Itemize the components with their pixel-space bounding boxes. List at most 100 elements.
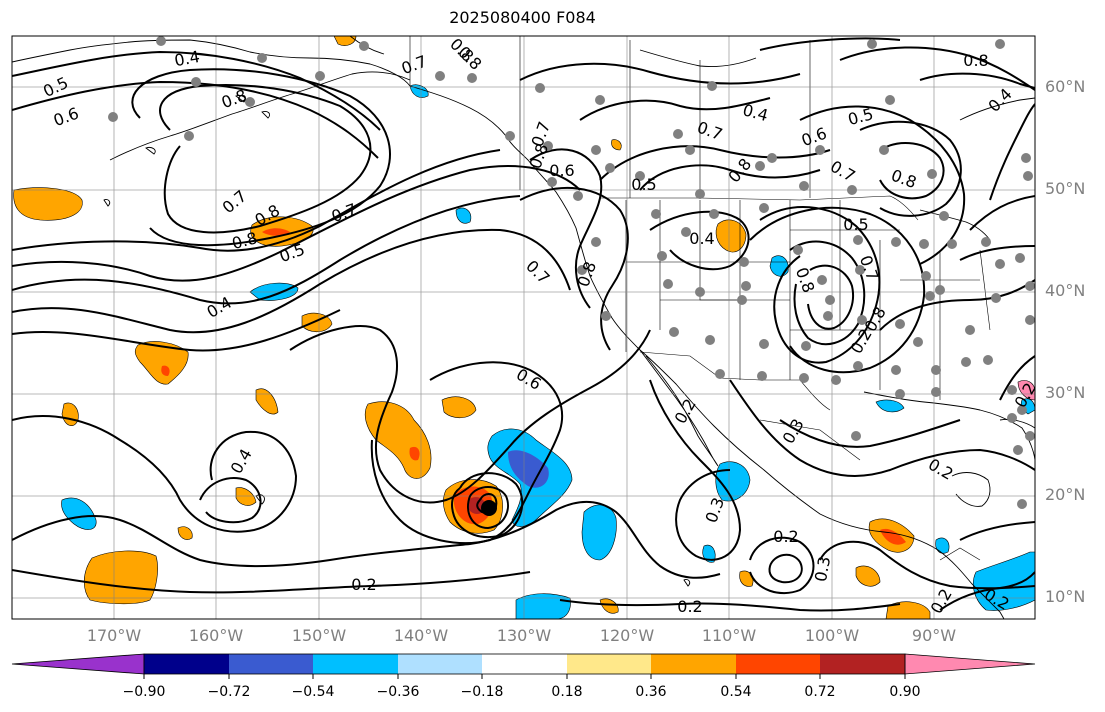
anomaly-patch xyxy=(262,228,290,236)
station-marker xyxy=(591,145,601,155)
contour-label: 0.2 xyxy=(677,597,702,616)
island-coast xyxy=(261,111,271,119)
station-marker xyxy=(965,325,975,335)
station-marker xyxy=(757,371,767,381)
island-coast xyxy=(145,147,156,155)
station-marker xyxy=(707,81,717,91)
station-marker xyxy=(184,131,194,141)
anomaly-patch xyxy=(409,84,429,98)
contour-line xyxy=(12,165,581,282)
colorbar-frame xyxy=(143,653,906,675)
station-marker xyxy=(1025,315,1035,325)
station-marker xyxy=(1025,281,1035,291)
lon-label: 140°W xyxy=(393,626,449,645)
contour-line xyxy=(959,245,1035,261)
contour-line xyxy=(768,553,803,584)
anomaly-patch xyxy=(855,565,881,587)
station-marker xyxy=(739,257,749,267)
baja-california-coast xyxy=(639,349,719,467)
station-marker xyxy=(847,185,857,195)
station-marker xyxy=(547,177,557,187)
colorbar-tick-label: −0.54 xyxy=(291,684,335,700)
island-coast xyxy=(103,199,111,207)
contour-line xyxy=(639,164,821,191)
station-marker xyxy=(939,211,949,221)
station-marker xyxy=(1023,171,1033,181)
station-marker xyxy=(919,239,929,249)
station-marker xyxy=(891,365,901,375)
station-marker xyxy=(715,369,725,379)
station-marker xyxy=(983,355,993,365)
contour-line xyxy=(12,228,571,334)
lat-label: 20°N xyxy=(1045,485,1086,504)
lat-label: 10°N xyxy=(1045,587,1086,606)
lat-label: 30°N xyxy=(1045,383,1086,402)
station-marker xyxy=(595,95,605,105)
station-marker xyxy=(817,275,827,285)
anomaly-patch xyxy=(935,537,950,554)
lon-label: 100°W xyxy=(804,626,860,645)
colorbar-tick-label: 0.90 xyxy=(889,684,921,700)
colorbar-high-extend xyxy=(904,653,1036,675)
station-marker xyxy=(1017,499,1027,509)
contour-line xyxy=(879,142,945,200)
station-marker xyxy=(831,375,841,385)
colorbar-tick-label: 0.54 xyxy=(720,684,752,700)
anomaly-patch xyxy=(769,255,789,277)
contour-line xyxy=(749,536,815,595)
station-marker xyxy=(931,365,941,375)
yucatan-coast xyxy=(951,472,991,507)
contour-line xyxy=(451,472,524,539)
mexico-state-border xyxy=(759,419,861,461)
station-marker xyxy=(1013,445,1023,455)
east-coast xyxy=(959,97,1035,121)
station-marker xyxy=(359,41,369,51)
anomaly-patch xyxy=(13,187,83,221)
shaded-anomaly-fields xyxy=(13,36,1035,619)
anomaly-patch xyxy=(1017,380,1035,401)
station-marker xyxy=(535,83,545,93)
contour-line xyxy=(599,145,831,181)
station-marker xyxy=(435,71,445,81)
contour-line xyxy=(839,46,1035,91)
anomaly-patch xyxy=(885,601,931,619)
station-marker xyxy=(1017,405,1027,415)
station-marker xyxy=(921,271,931,281)
station-marker xyxy=(1007,413,1017,423)
contour-line xyxy=(12,500,721,579)
station-marker xyxy=(695,189,705,199)
contour-line xyxy=(12,309,341,352)
central-america-border xyxy=(939,547,981,561)
station-marker xyxy=(885,95,895,105)
colorbar-tick-label: −0.90 xyxy=(122,684,166,700)
station-marker xyxy=(935,285,945,295)
anomaly-patch xyxy=(455,207,472,224)
station-marker xyxy=(801,341,811,351)
colorbar-swatch xyxy=(820,654,905,674)
contour-line xyxy=(807,264,854,330)
anomaly-patch xyxy=(161,365,170,376)
contour-line xyxy=(159,83,372,234)
contour-line xyxy=(759,206,881,364)
station-marker xyxy=(673,129,683,139)
colorbar-swatch xyxy=(482,654,567,674)
contour-line xyxy=(959,521,1035,541)
station-marker xyxy=(709,209,719,219)
contour-label: 0.2 xyxy=(351,575,376,594)
contour-line xyxy=(12,195,521,305)
station-marker xyxy=(245,97,255,107)
station-marker xyxy=(799,373,809,383)
station-marker xyxy=(635,171,645,181)
island-coast xyxy=(255,494,265,505)
anomaly-patch xyxy=(177,526,193,540)
contour-label: 0.5 xyxy=(843,215,868,234)
station-marker xyxy=(879,145,889,155)
colorbar-swatch xyxy=(313,654,398,674)
station-marker xyxy=(108,112,118,122)
contour-line xyxy=(749,206,926,374)
colorbar-swatch xyxy=(651,654,736,674)
station-marker xyxy=(851,431,861,441)
station-marker xyxy=(657,251,667,261)
anomaly-patch xyxy=(134,341,189,385)
station-marker xyxy=(543,141,553,151)
